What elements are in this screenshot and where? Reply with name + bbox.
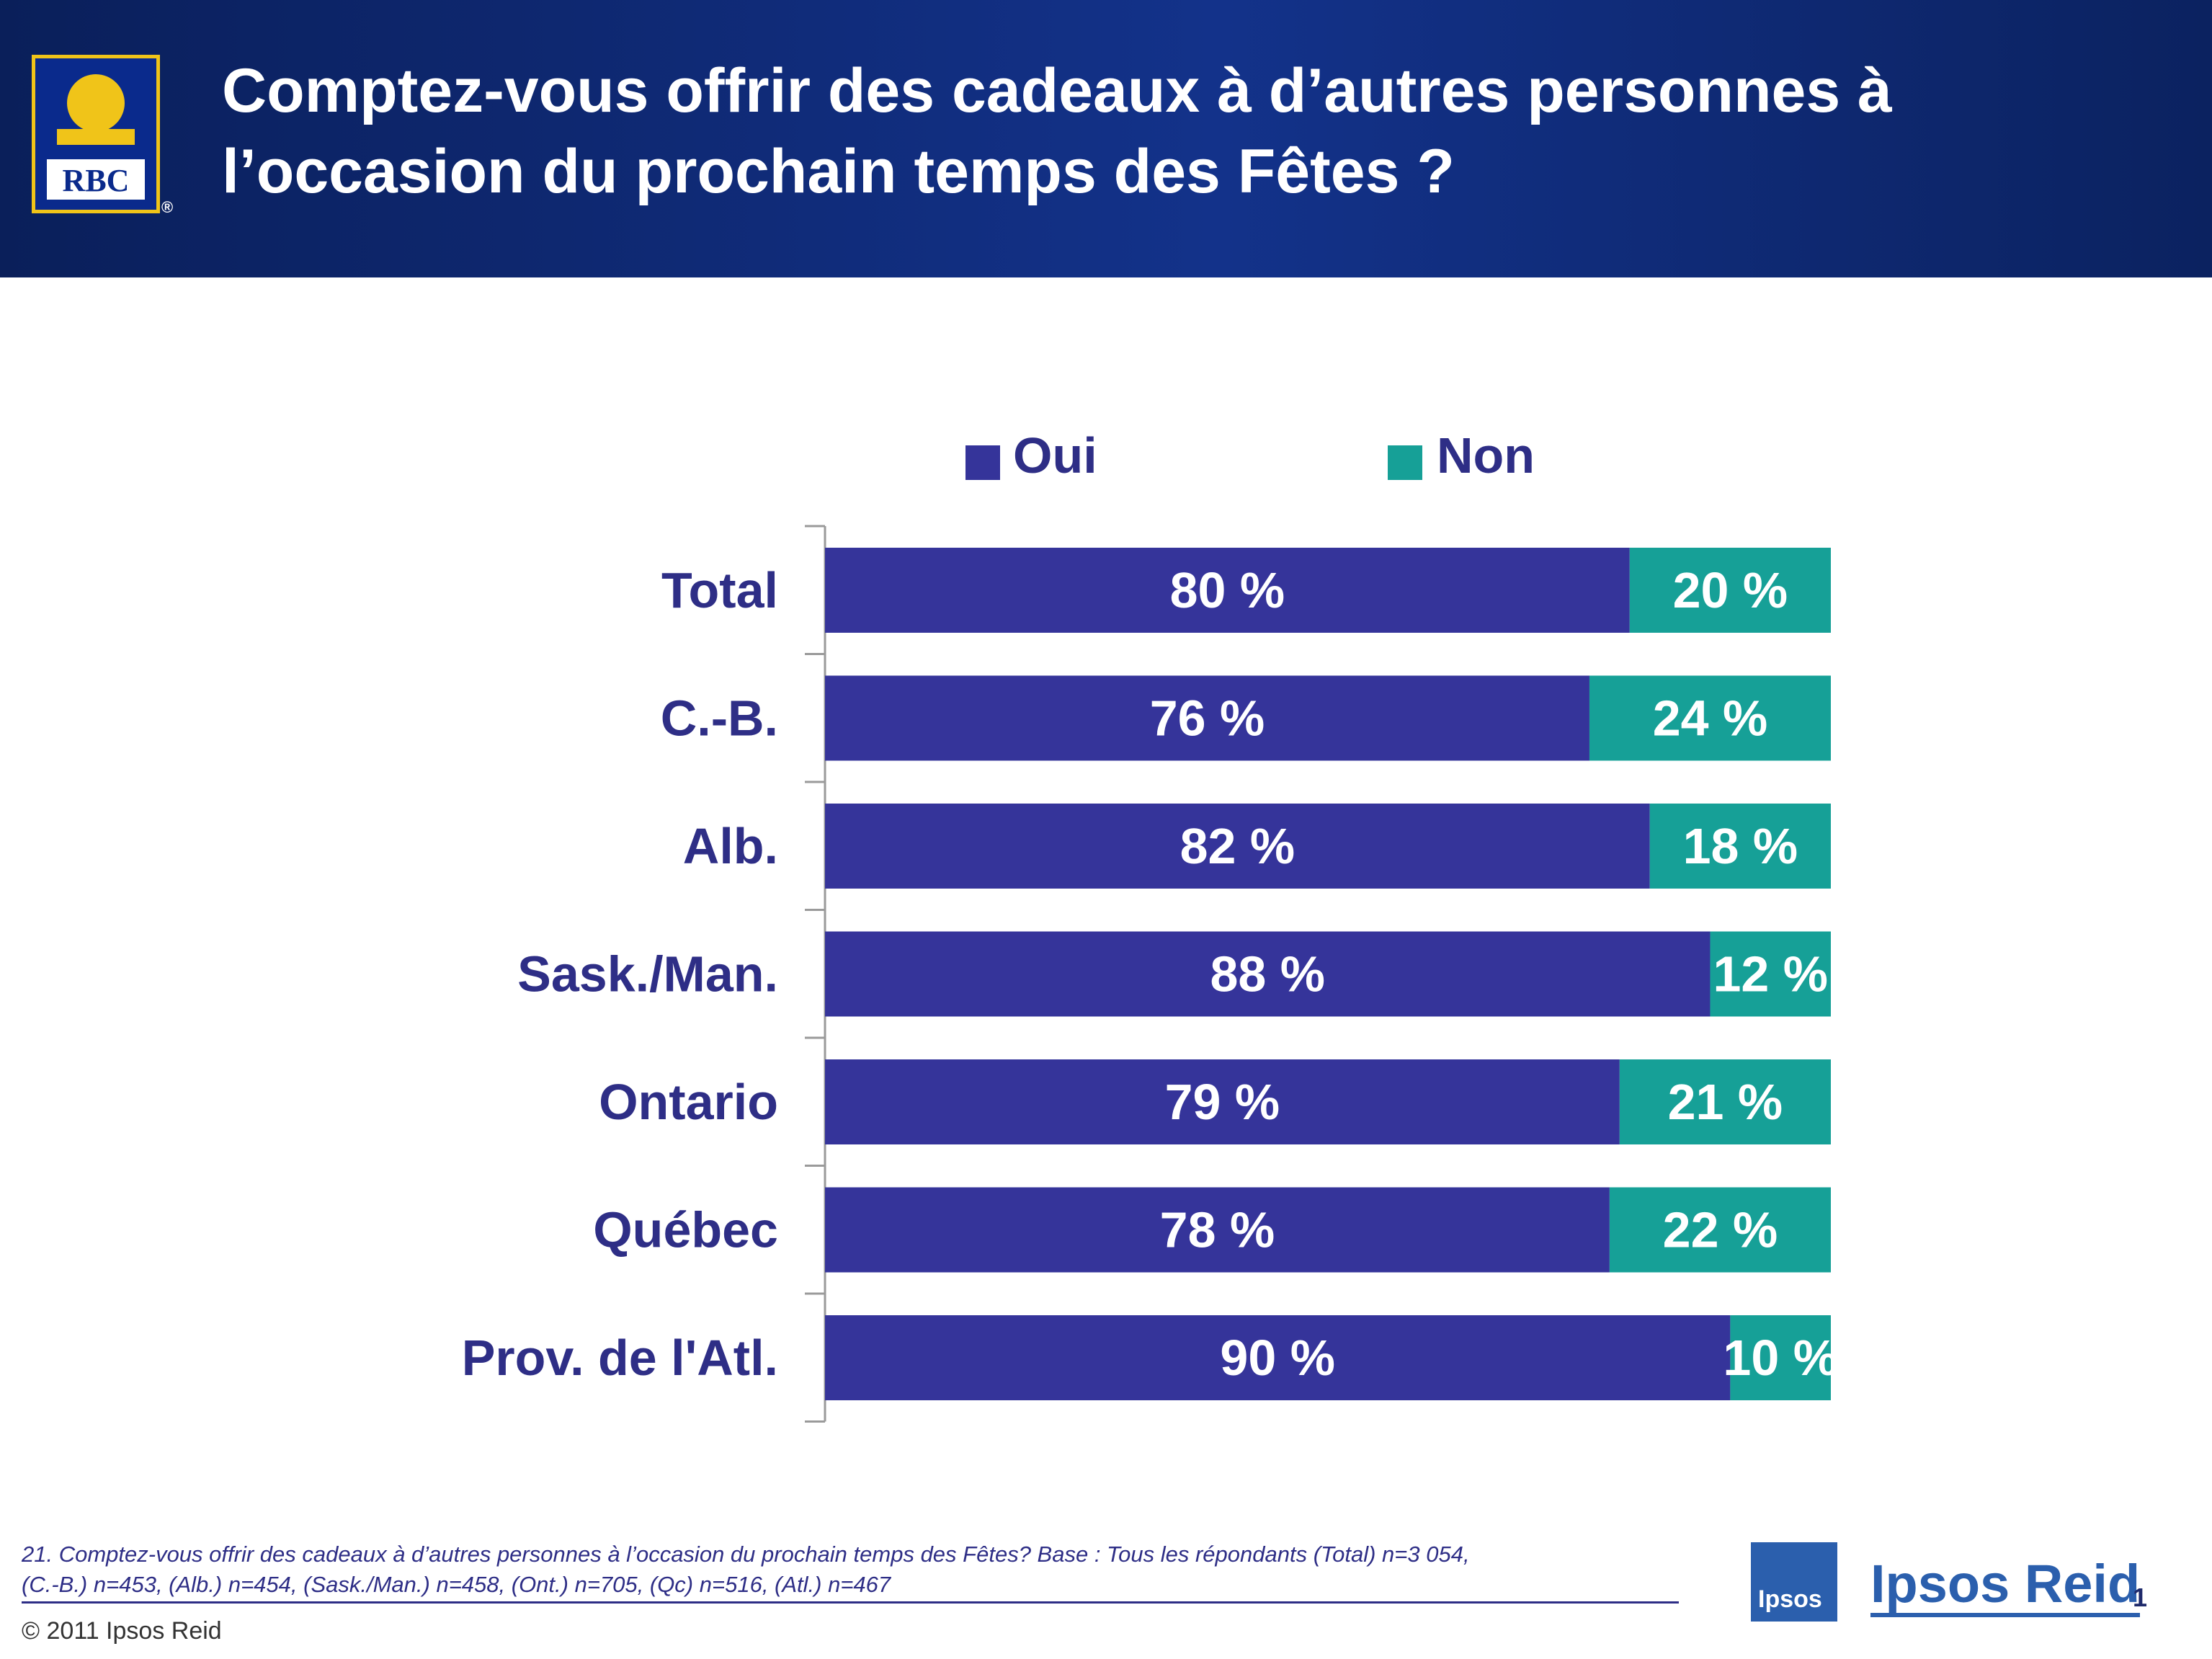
category-label: C.-B. [661,690,778,747]
legend-oui-swatch [965,445,1000,480]
legend-non-swatch [1388,445,1422,480]
data-label-non: 18 % [1683,818,1798,874]
data-label-oui: 79 % [1165,1074,1280,1130]
category-label: Alb. [683,818,778,874]
bar-oui [825,1187,1610,1273]
data-label-oui: 88 % [1210,946,1325,1002]
legend-oui-label: Oui [1013,427,1097,484]
ipsos-reid-brand: Ipsos Reid [1870,1555,2141,1617]
bar-non [1609,1187,1831,1273]
data-label-non: 20 % [1673,562,1788,618]
data-label-oui: 82 % [1180,818,1295,874]
registered-mark: ® [161,198,174,216]
data-label-oui: 78 % [1160,1202,1275,1258]
ipsos-logo-label: Ipsos [1758,1585,1822,1613]
footnote: 21. Comptez-vous offrir des cadeaux à d’… [22,1539,1679,1600]
data-label-non: 22 % [1663,1202,1778,1258]
legend-non-label: Non [1437,427,1535,484]
category-label: Total [661,562,778,618]
data-label-non: 12 % [1713,946,1828,1002]
footnote-line-2: (C.-B.) n=453, (Alb.) n=454, (Sask./Man.… [22,1572,891,1597]
data-label-oui: 76 % [1150,690,1265,747]
copyright: © 2011 Ipsos Reid [22,1617,222,1645]
bar-non [1730,1315,1831,1400]
footnote-line-1: 21. Comptez-vous offrir des cadeaux à d’… [22,1542,1470,1567]
bar-non [1619,1059,1831,1144]
bar-non [1589,675,1831,761]
stacked-bar-chart: Total 80 % 20 % C.-B. 76 % 24 % Alb. 82 % 18 % Sa… [461,525,1838,1423]
category-label: Sask./Man. [517,946,778,1002]
rbc-lion-icon: RBC [47,74,145,200]
data-label-non: 10 % [1723,1330,1838,1386]
category-label: Prov. de l'Atl. [462,1330,778,1386]
page-title: Comptez-vous offrir des cadeaux à d’autr… [222,56,1892,206]
rbc-logo: RBC [32,55,160,213]
data-label-oui: 80 % [1170,562,1285,618]
bar-oui [825,931,1711,1017]
category-label: Ontario [599,1074,778,1130]
category-label: Québec [593,1202,778,1258]
data-label-non: 21 % [1668,1074,1783,1130]
header-banner: RBC ® Comptez-vous offrir des cadeaux à … [0,0,2212,277]
data-label-non: 24 % [1653,690,1768,747]
bar-non [1629,548,1831,633]
bar-oui [825,548,1630,633]
bar-oui [825,675,1589,761]
data-label-oui: 90 % [1220,1330,1335,1386]
bar-oui [825,804,1650,889]
ipsos-logo-icon [1751,1542,1837,1622]
bar-non [1649,804,1831,889]
footnote-divider [22,1601,1679,1604]
logo-text: RBC [63,163,130,198]
bar-oui [825,1059,1620,1144]
bar-oui [825,1315,1731,1400]
page-number: 1 [2133,1583,2148,1612]
bar-non [1710,931,1831,1017]
